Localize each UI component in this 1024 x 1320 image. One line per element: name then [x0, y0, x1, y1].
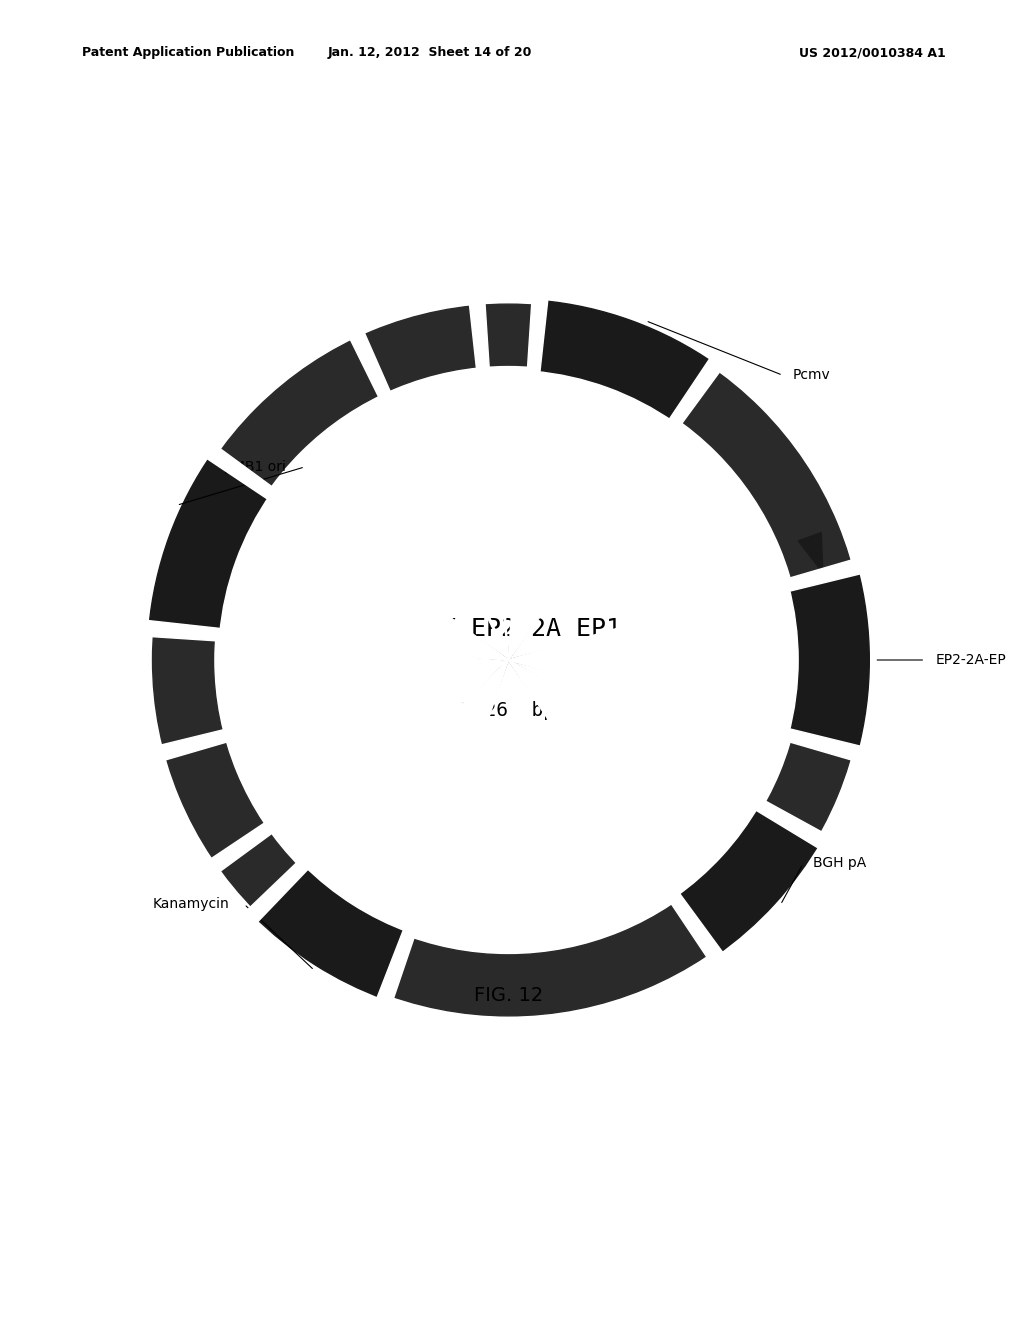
- Wedge shape: [244, 660, 508, 924]
- Text: FIG. 12: FIG. 12: [474, 986, 543, 1005]
- Text: Kanamycin: Kanamycin: [153, 898, 229, 911]
- Wedge shape: [143, 620, 508, 660]
- Wedge shape: [508, 660, 725, 965]
- Text: Patent Application Publication: Patent Application Publication: [82, 46, 294, 59]
- Wedge shape: [469, 294, 508, 660]
- Wedge shape: [204, 660, 508, 876]
- Wedge shape: [508, 355, 725, 660]
- Wedge shape: [303, 660, 508, 932]
- Wedge shape: [508, 660, 829, 850]
- Text: pVAX EP2 2A EP1: pVAX EP2 2A EP1: [396, 618, 621, 642]
- Wedge shape: [508, 371, 675, 660]
- Wedge shape: [508, 660, 760, 898]
- Wedge shape: [148, 453, 508, 660]
- Wedge shape: [508, 557, 864, 660]
- Wedge shape: [204, 444, 508, 660]
- Wedge shape: [508, 301, 716, 660]
- Text: Jan. 12, 2012  Sheet 14 of 20: Jan. 12, 2012 Sheet 14 of 20: [328, 46, 532, 59]
- Wedge shape: [508, 566, 869, 754]
- Text: EP2-2A-EP: EP2-2A-EP: [935, 653, 1007, 667]
- Wedge shape: [220, 494, 508, 660]
- Text: US 2012/0010384 A1: US 2012/0010384 A1: [799, 46, 945, 59]
- Text: 3126  bp: 3126 bp: [462, 701, 555, 721]
- Wedge shape: [153, 660, 508, 763]
- Wedge shape: [253, 660, 508, 999]
- Text: BGH pA: BGH pA: [813, 857, 866, 870]
- Text: pMB1 ori: pMB1 ori: [223, 459, 286, 474]
- Text: Pcmv: Pcmv: [793, 368, 830, 383]
- Wedge shape: [346, 325, 508, 660]
- Wedge shape: [508, 660, 821, 956]
- Wedge shape: [376, 660, 508, 1007]
- Wedge shape: [508, 585, 798, 735]
- Polygon shape: [799, 532, 823, 573]
- Wedge shape: [508, 294, 548, 660]
- Wedge shape: [508, 660, 864, 763]
